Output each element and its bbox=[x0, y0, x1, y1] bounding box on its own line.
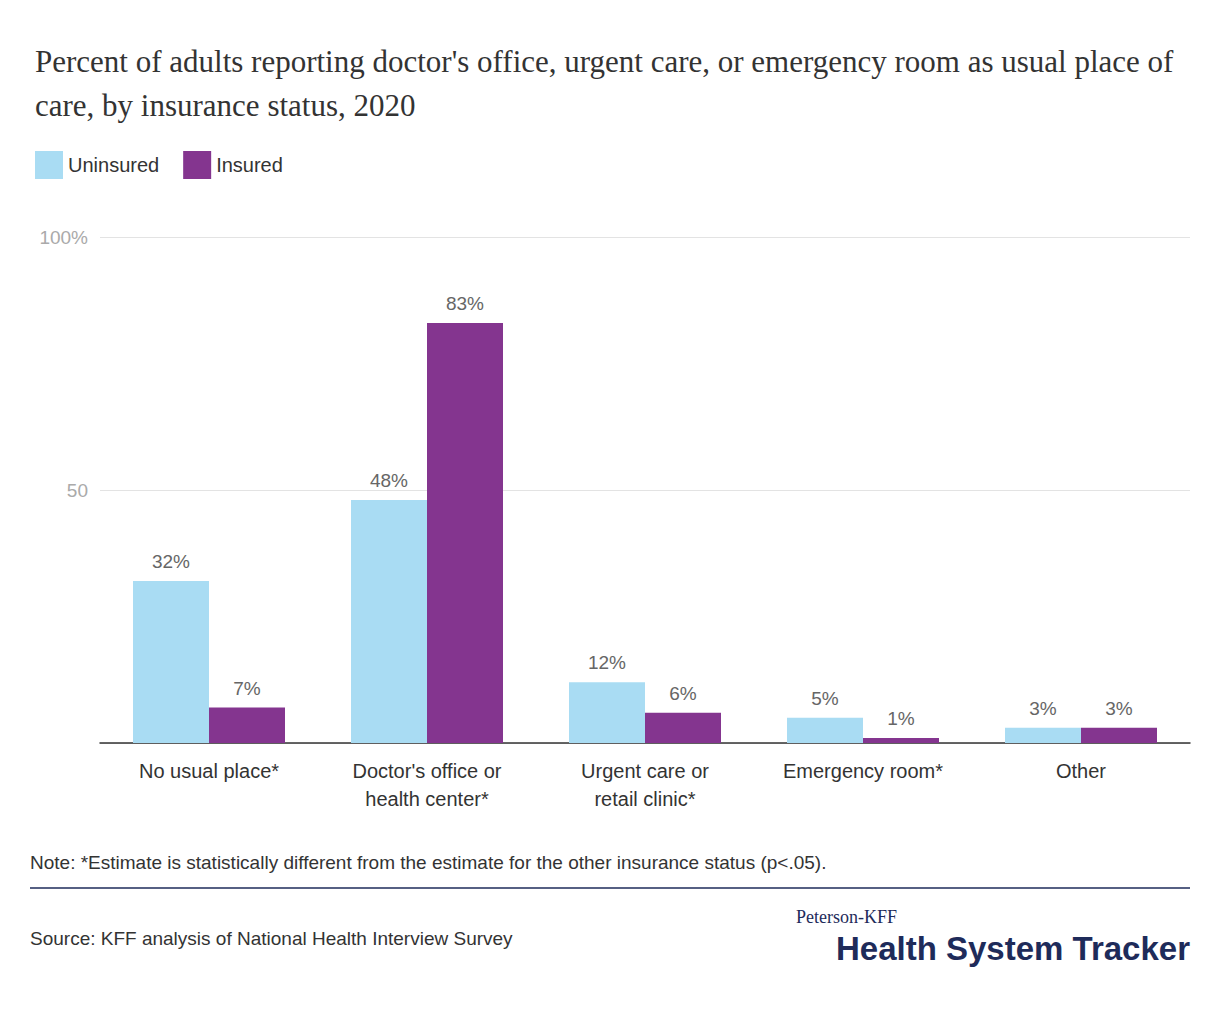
svg-text:Insured: Insured bbox=[216, 154, 283, 176]
svg-text:Emergency room*: Emergency room* bbox=[783, 760, 943, 782]
svg-text:Note: *Estimate is statistical: Note: *Estimate is statistically differe… bbox=[30, 852, 826, 873]
svg-text:3%: 3% bbox=[1105, 698, 1133, 719]
svg-text:Source: KFF analysis of Nation: Source: KFF analysis of National Health … bbox=[30, 928, 513, 949]
svg-text:3%: 3% bbox=[1029, 698, 1057, 719]
svg-text:12%: 12% bbox=[588, 652, 626, 673]
svg-text:100%: 100% bbox=[39, 227, 88, 248]
svg-text:6%: 6% bbox=[669, 683, 697, 704]
svg-text:1%: 1% bbox=[887, 708, 915, 729]
svg-text:Doctor's office or: Doctor's office or bbox=[352, 760, 501, 782]
svg-text:50: 50 bbox=[67, 480, 88, 501]
svg-text:retail clinic*: retail clinic* bbox=[594, 788, 695, 810]
svg-text:health center*: health center* bbox=[365, 788, 489, 810]
svg-text:Other: Other bbox=[1056, 760, 1106, 782]
svg-text:Percent of adults reporting do: Percent of adults reporting doctor's off… bbox=[35, 44, 1181, 79]
svg-text:No usual place*: No usual place* bbox=[139, 760, 279, 782]
svg-text:32%: 32% bbox=[152, 551, 190, 572]
svg-text:Uninsured: Uninsured bbox=[68, 154, 159, 176]
svg-text:5%: 5% bbox=[811, 688, 839, 709]
svg-text:48%: 48% bbox=[370, 470, 408, 491]
svg-text:Health System Tracker: Health System Tracker bbox=[836, 930, 1190, 967]
svg-text:Urgent care or: Urgent care or bbox=[581, 760, 709, 782]
svg-text:83%: 83% bbox=[446, 293, 484, 314]
svg-text:7%: 7% bbox=[233, 678, 261, 699]
svg-text:care, by insurance status, 202: care, by insurance status, 2020 bbox=[35, 88, 416, 123]
svg-text:Peterson-KFF: Peterson-KFF bbox=[796, 907, 897, 927]
